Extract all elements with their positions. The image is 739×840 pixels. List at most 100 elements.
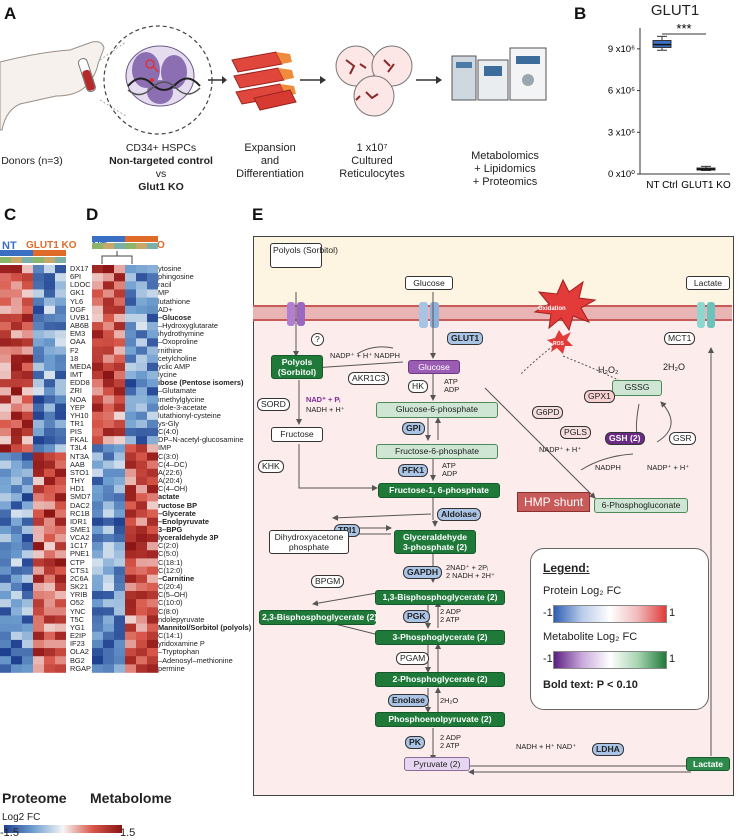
heatmap-cell <box>103 460 114 470</box>
heatmap-cell <box>44 550 55 559</box>
heatmap-cell <box>22 648 33 657</box>
condition-bar-cell <box>33 250 44 256</box>
heatmap-cell <box>33 403 44 412</box>
heatmap-cell <box>147 460 158 470</box>
heatmap-cell <box>11 289 22 298</box>
donor-bar-cell <box>147 243 158 249</box>
heatmap-cell <box>55 403 66 412</box>
protein-label: YEP <box>70 402 85 412</box>
protein-label: RC1B <box>70 508 90 518</box>
heatmap-cell <box>0 639 11 649</box>
heatmap-cell <box>136 403 147 412</box>
heatmap-cell <box>114 509 125 518</box>
6-phosphogluconate-node: 6-Phosphogluconate <box>594 498 688 513</box>
heatmap-cell <box>11 281 22 290</box>
glut1-enzyme: GLUT1 <box>447 332 484 345</box>
metabolite-label: Mannitol/Sorbitol (polyols) <box>158 622 252 632</box>
heatmap-cell <box>0 354 11 364</box>
expansion-label-1: Expansion <box>244 142 296 154</box>
heatmap-cell <box>136 542 147 551</box>
enolase-enzyme: Enolase <box>388 694 429 707</box>
pgk-enzyme: PGK <box>403 610 430 623</box>
heatmap-cell <box>33 460 44 470</box>
heatmap-cell <box>22 362 33 372</box>
heatmap-cell <box>0 265 11 274</box>
heatmap-cell <box>136 370 147 380</box>
heatmap-cell <box>147 607 158 616</box>
heatmap-cell <box>33 542 44 551</box>
heatmap-cell <box>55 419 66 429</box>
metabolome-heatmap <box>92 236 158 673</box>
heatmap-cell <box>11 436 22 445</box>
heatmap-cell <box>114 395 125 404</box>
legend-protein-label: Protein Log₂ FC <box>543 585 622 597</box>
protein-label: 2C6A <box>70 573 89 583</box>
heatmap-cell <box>44 582 55 592</box>
heatmap-cell <box>11 313 22 323</box>
heatmap-cell <box>22 436 33 445</box>
dendrogram <box>101 251 133 264</box>
heatmap-cell <box>33 493 44 502</box>
heatmap-cell <box>114 493 125 502</box>
heatmap-cell <box>103 639 114 649</box>
heatmap-cell <box>92 648 103 657</box>
heatmap-cell <box>92 599 103 608</box>
heatmap-cell <box>136 460 147 470</box>
heatmap-cell <box>0 533 11 543</box>
heatmap-cell <box>92 436 103 445</box>
significance-label: *** <box>676 21 691 36</box>
heatmap-cell <box>103 623 114 633</box>
heatmap-cell <box>103 525 114 535</box>
metabolite-label: DP–N-acetyl-glucosamine <box>158 435 244 445</box>
heatmap-cell <box>147 639 158 649</box>
heatmap-cell <box>114 582 125 592</box>
heatmap-cell <box>44 599 55 608</box>
protein-label: YG1 <box>70 622 85 632</box>
heatmap-cell <box>22 265 33 274</box>
heatmap-cell <box>22 525 33 535</box>
panel-letter-b: B <box>574 4 587 23</box>
heatmap-cell <box>103 648 114 657</box>
heatmap-cell <box>147 313 158 323</box>
heatmap-cell <box>11 485 22 494</box>
heatmap-cell <box>22 664 33 673</box>
arm-icon <box>0 41 105 131</box>
heatmap-cell <box>0 362 11 372</box>
heatmap-cell <box>0 395 11 404</box>
heatmap-cell <box>0 313 11 323</box>
heatmap-cell <box>114 370 125 380</box>
metabolite-label: cetylcholine <box>158 353 197 363</box>
heatmap-cell <box>114 313 125 323</box>
heatmap-cell <box>22 444 33 453</box>
heatmap-cell <box>22 631 33 641</box>
heatmap-cell <box>55 607 66 616</box>
heatmap-cell <box>125 403 136 412</box>
heatmap-cell <box>33 623 44 633</box>
omics-label-1: Metabolomics <box>471 150 539 162</box>
heatmap-cell <box>44 428 55 437</box>
heatmap-cell <box>125 379 136 388</box>
hspc-label-2: Non-targeted control <box>109 155 213 167</box>
heatmap-cell <box>11 591 22 600</box>
heatmap-cell <box>92 533 103 543</box>
heatmap-cell <box>55 338 66 347</box>
heatmap-cell <box>92 338 103 347</box>
heatmap-cell <box>44 574 55 584</box>
gapdh-cofactors: 2NAD⁺ + 2Pᵢ 2 NADH + 2H⁺ <box>446 563 495 581</box>
heatmap-cell <box>11 354 22 364</box>
protein-label: YNC <box>70 606 86 616</box>
metabolite-label: C(5:0) <box>158 549 179 559</box>
panel-letter-c: C <box>4 205 17 224</box>
metabolite-label: C(4–DC) <box>158 459 188 469</box>
pfk1-enzyme: PFK1 <box>398 464 428 477</box>
heatmap-cell <box>22 346 33 355</box>
heatmap-cell <box>33 615 44 624</box>
heatmap-cell <box>125 297 136 307</box>
heatmap-cell <box>136 533 147 543</box>
metabolite-label: lutathionyl-cysteine <box>158 410 221 420</box>
protein-label: YL6 <box>70 296 84 306</box>
cultured-label-2: Cultured <box>351 155 393 167</box>
heatmap-cell <box>114 322 125 331</box>
heatmap-cell <box>147 428 158 437</box>
heatmap-cell <box>92 297 103 307</box>
